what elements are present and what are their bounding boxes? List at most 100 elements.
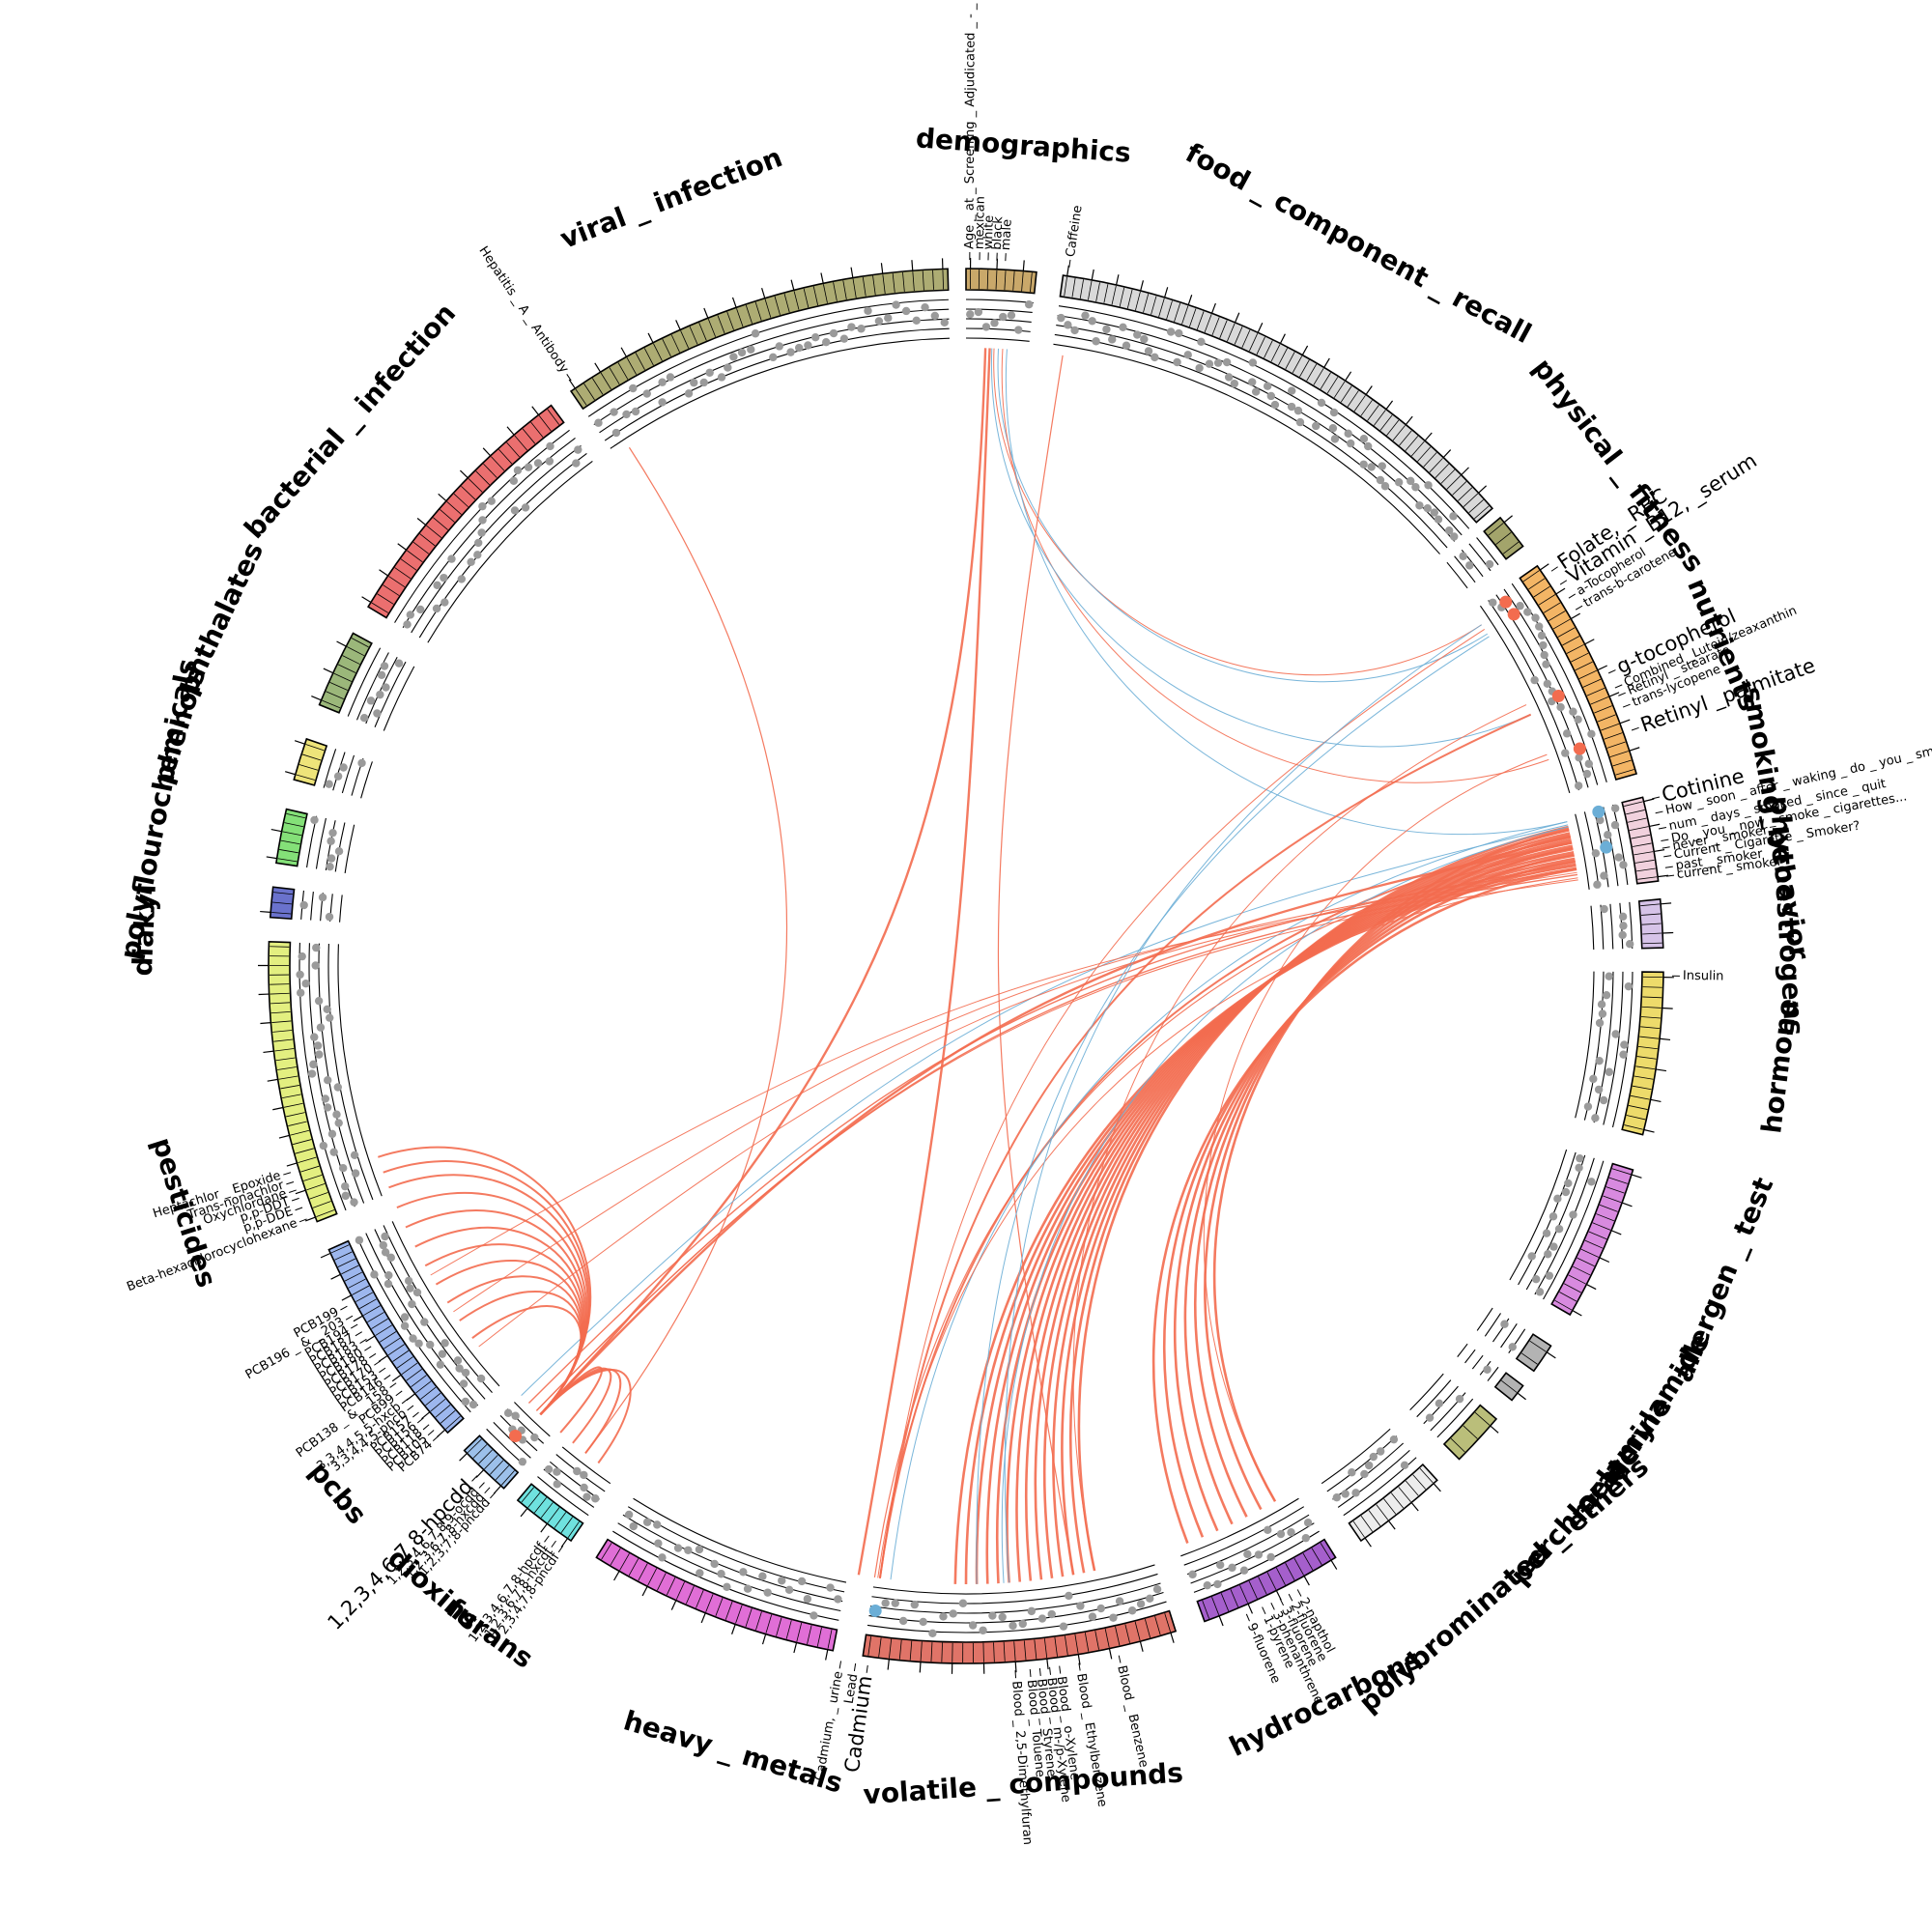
axis-tick — [260, 1022, 271, 1025]
track-line — [1511, 582, 1607, 782]
variable-point — [1600, 871, 1608, 880]
bar-hatch — [1410, 440, 1425, 457]
variable-point — [327, 854, 336, 863]
label-connector — [340, 1305, 348, 1311]
highlighted-point — [1551, 689, 1565, 702]
variable-point — [1430, 508, 1439, 517]
variable-point — [1564, 1179, 1573, 1188]
label-connector — [389, 1382, 397, 1388]
bar-hatch — [274, 1048, 295, 1052]
variable-point — [1152, 1584, 1162, 1594]
axis-tick — [1461, 467, 1469, 476]
axis-tick — [1655, 1068, 1667, 1072]
variable-point — [414, 1339, 423, 1349]
label-connector — [291, 1197, 299, 1202]
variable-point — [1341, 1490, 1350, 1498]
variable-point — [384, 1279, 393, 1289]
bar-hatch — [1326, 377, 1339, 394]
bar-hatch — [295, 1148, 315, 1154]
bar-hatch — [867, 1636, 872, 1656]
label-connector — [1014, 1670, 1017, 1679]
variable-point — [1548, 1212, 1558, 1221]
highlighted-point — [1507, 608, 1520, 621]
variable-point — [546, 441, 554, 451]
axis-tick — [1584, 639, 1595, 645]
bar-hatch — [1582, 678, 1602, 688]
bar-hatch — [1636, 1056, 1657, 1060]
variable-point — [312, 943, 321, 952]
sector-food-component-recall — [1053, 265, 1494, 554]
variable-point — [432, 604, 441, 613]
track-line — [633, 1497, 847, 1583]
variable-point — [476, 1374, 486, 1383]
variable-point — [381, 1232, 389, 1241]
bar-hatch — [401, 1362, 418, 1376]
bar-hatch — [306, 1183, 326, 1191]
bar-hatch — [912, 271, 915, 292]
axis-tick — [1599, 1257, 1610, 1264]
track-line — [308, 943, 355, 1208]
bar-hatch — [1636, 867, 1656, 872]
variable-point — [412, 1288, 422, 1297]
label-connector — [416, 1417, 424, 1424]
variable-point — [1293, 406, 1303, 415]
variable-point — [1483, 1365, 1492, 1374]
variable-point — [968, 1621, 978, 1630]
variable-point — [310, 1033, 319, 1041]
variable-point — [307, 1069, 317, 1078]
variable-point — [1400, 1461, 1409, 1470]
bar-hatch — [707, 319, 717, 337]
bar-hatch — [359, 1298, 377, 1309]
bar-hatch — [1234, 327, 1243, 345]
variable-point — [1599, 1095, 1608, 1105]
variable-point — [447, 554, 456, 563]
bar-hatch — [348, 1278, 366, 1289]
bar-hatch — [1115, 1626, 1121, 1646]
variable-point — [1584, 759, 1594, 768]
variable-point — [1614, 853, 1623, 862]
bar-hatch — [1241, 329, 1251, 349]
track-line — [1053, 343, 1440, 554]
variable-point — [406, 611, 415, 619]
bar-hatch — [1452, 481, 1467, 496]
bar-hatch — [371, 602, 389, 613]
axis-tick — [267, 1078, 278, 1082]
track-line — [1430, 1392, 1466, 1432]
axis-tick — [1257, 323, 1264, 333]
variable-point — [696, 1569, 704, 1577]
axis-tick — [365, 1335, 376, 1343]
axis-tick — [397, 543, 407, 551]
variable-point — [1604, 831, 1612, 839]
bar-hatch — [1590, 696, 1609, 705]
variable-point — [406, 1284, 414, 1293]
bar-hatch — [1608, 1177, 1628, 1184]
variable-point — [684, 1546, 693, 1554]
bar-hatch — [583, 383, 595, 401]
axis-tick — [285, 771, 296, 776]
variable-point — [631, 407, 640, 416]
variable-point — [1523, 608, 1532, 616]
variable-point — [309, 1060, 318, 1069]
variable-point — [1576, 1153, 1584, 1163]
variable-point — [949, 1609, 957, 1618]
variable-point — [521, 503, 530, 512]
bar-hatch — [1538, 594, 1556, 606]
track-line — [1457, 1343, 1468, 1357]
axis-tick — [594, 362, 602, 373]
bar-hatch — [540, 1502, 554, 1519]
variable-point — [794, 343, 804, 353]
variable-point — [1569, 707, 1577, 716]
bar-hatch — [534, 1497, 548, 1514]
axis-tick — [1546, 1351, 1556, 1359]
variable-point — [509, 476, 519, 485]
variable-point — [1007, 311, 1016, 320]
bar-hatch — [1071, 277, 1076, 298]
variable-point — [1076, 1602, 1085, 1610]
track-line — [325, 820, 336, 871]
bar-hatch — [337, 1258, 356, 1267]
variable-point — [574, 445, 582, 454]
sector-bar — [1621, 796, 1660, 885]
chord-link-positive — [527, 863, 1577, 1405]
label-connector — [1631, 726, 1639, 731]
variable-label: white — [981, 215, 997, 250]
